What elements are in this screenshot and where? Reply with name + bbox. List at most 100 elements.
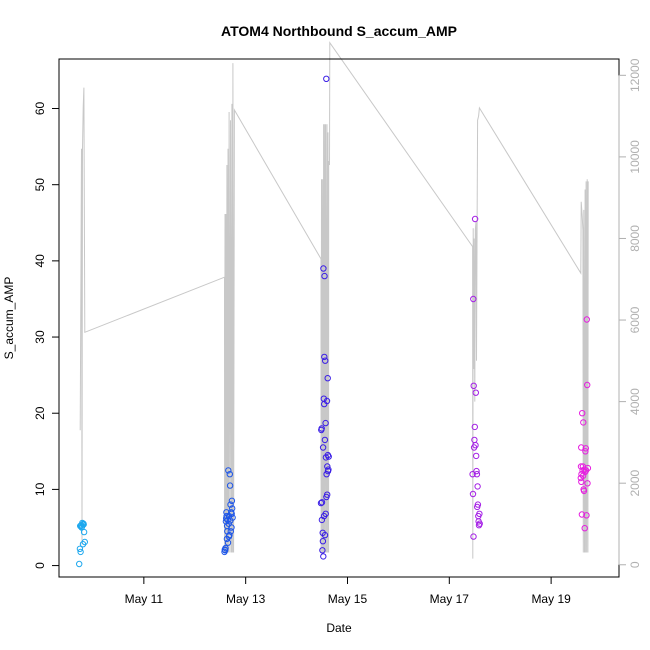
data-point bbox=[582, 448, 589, 455]
y-tick-label: 50 bbox=[33, 178, 47, 192]
data-point bbox=[321, 272, 328, 280]
data-point bbox=[323, 397, 331, 405]
data-point bbox=[471, 423, 478, 431]
data-point bbox=[578, 511, 586, 518]
data-point bbox=[578, 478, 585, 485]
points-layer bbox=[76, 75, 592, 568]
data-point bbox=[223, 512, 230, 520]
y2-tick-label: 0 bbox=[628, 561, 642, 568]
data-point bbox=[473, 452, 480, 460]
y2-tick-label: 10000 bbox=[628, 140, 642, 174]
data-point bbox=[224, 516, 231, 524]
data-point bbox=[321, 531, 329, 539]
data-point bbox=[473, 467, 480, 475]
data-point bbox=[79, 519, 86, 527]
x-axis: May 11 May 13 May 15 May 17 May 19 bbox=[125, 576, 571, 606]
plot-area-border bbox=[58, 58, 620, 578]
data-point bbox=[470, 533, 477, 540]
data-point bbox=[76, 545, 84, 552]
data-point bbox=[469, 490, 477, 498]
data-point bbox=[471, 215, 479, 223]
data-point bbox=[224, 539, 232, 546]
data-point bbox=[227, 517, 234, 524]
data-point bbox=[322, 419, 329, 427]
data-point bbox=[320, 265, 327, 272]
data-point bbox=[77, 522, 85, 530]
data-point bbox=[319, 444, 327, 451]
y2-tick-label: 6000 bbox=[628, 306, 642, 333]
y-tick-label: 10 bbox=[33, 482, 47, 496]
y2-tick-label: 12000 bbox=[628, 58, 642, 92]
y2-tick-label: 4000 bbox=[628, 388, 642, 415]
y2-tick-label: 2000 bbox=[628, 470, 642, 497]
data-point bbox=[228, 510, 235, 517]
series-3 bbox=[317, 75, 332, 560]
data-point bbox=[324, 451, 332, 459]
data-point bbox=[225, 467, 232, 474]
data-point bbox=[473, 471, 481, 478]
data-point bbox=[580, 419, 587, 426]
data-point bbox=[225, 533, 233, 540]
secondary-series-line bbox=[79, 41, 589, 559]
data-point bbox=[77, 548, 84, 556]
data-point bbox=[322, 357, 329, 364]
data-point bbox=[470, 295, 477, 303]
data-point bbox=[324, 463, 331, 470]
y-tick-label: 60 bbox=[33, 102, 47, 116]
data-point bbox=[584, 464, 592, 472]
data-point bbox=[476, 510, 483, 517]
x-tick-label: May 13 bbox=[226, 592, 266, 606]
series-4 bbox=[469, 215, 483, 540]
x-tick-label: May 11 bbox=[125, 592, 164, 606]
data-point bbox=[579, 410, 586, 417]
y-axis: 0 10 20 30 40 50 60 bbox=[33, 102, 60, 569]
data-point bbox=[325, 466, 332, 473]
x-tick-label: May 19 bbox=[531, 592, 571, 606]
data-point bbox=[317, 499, 325, 507]
x-tick-label: May 17 bbox=[430, 592, 470, 606]
data-point bbox=[469, 471, 476, 478]
data-point bbox=[80, 528, 88, 536]
data-point bbox=[472, 442, 479, 449]
data-point bbox=[324, 491, 331, 498]
series-2 bbox=[221, 467, 236, 556]
data-point bbox=[579, 472, 587, 479]
data-point bbox=[580, 487, 588, 495]
y2-tick-label: 8000 bbox=[628, 225, 642, 252]
data-point bbox=[324, 375, 331, 382]
x-tick-label: May 15 bbox=[328, 592, 368, 606]
data-point bbox=[323, 75, 330, 83]
y-tick-label: 40 bbox=[33, 254, 47, 268]
secondary-line-layer bbox=[79, 41, 589, 559]
data-point bbox=[474, 483, 481, 490]
data-point bbox=[81, 538, 89, 546]
data-point bbox=[228, 524, 235, 531]
series-1 bbox=[76, 519, 89, 568]
series-5 bbox=[577, 316, 592, 532]
data-point bbox=[318, 499, 326, 506]
data-point bbox=[222, 544, 229, 552]
data-point bbox=[318, 516, 326, 524]
data-point bbox=[227, 528, 235, 535]
data-point bbox=[320, 553, 327, 560]
y-axis-label: S_accum_AMP bbox=[2, 277, 16, 360]
data-point bbox=[584, 480, 591, 487]
y-tick-label: 30 bbox=[33, 330, 47, 344]
data-point bbox=[76, 560, 83, 568]
data-point bbox=[474, 501, 482, 508]
data-point bbox=[319, 538, 327, 545]
data-point bbox=[582, 445, 589, 452]
data-point bbox=[321, 436, 329, 444]
data-point bbox=[319, 547, 326, 554]
data-point bbox=[222, 547, 229, 554]
data-point bbox=[583, 316, 590, 323]
data-point bbox=[581, 525, 588, 532]
data-point bbox=[227, 501, 234, 508]
y2-axis: 0 2000 4000 6000 8000 10000 12000 bbox=[618, 58, 642, 568]
x-axis-label: Date bbox=[326, 621, 352, 635]
y-tick-label: 0 bbox=[33, 562, 47, 569]
data-point bbox=[472, 389, 479, 396]
data-point bbox=[226, 482, 234, 489]
chart-title: ATOM4 Northbound S_accum_AMP bbox=[221, 23, 457, 39]
